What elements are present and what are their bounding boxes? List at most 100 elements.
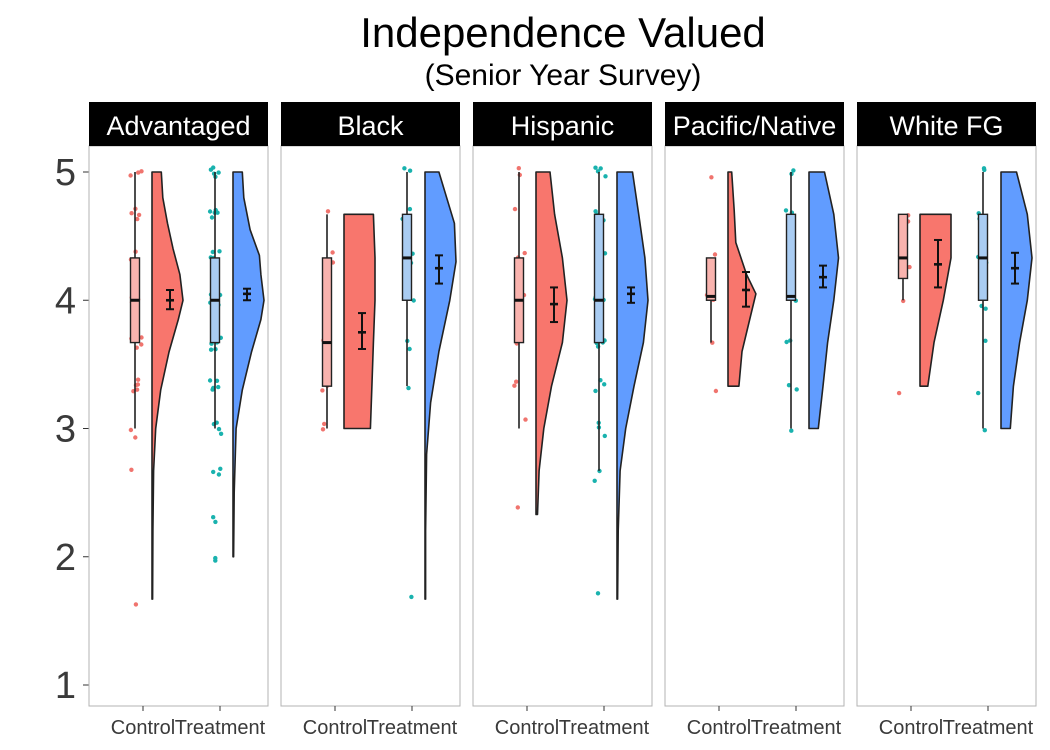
data-point bbox=[791, 168, 796, 173]
data-point bbox=[896, 390, 902, 396]
data-point bbox=[135, 216, 140, 222]
y-tick-label: 2 bbox=[55, 537, 76, 579]
data-point bbox=[407, 206, 413, 212]
facet-panel: White FG Control Treatment bbox=[856, 102, 1037, 739]
data-point bbox=[982, 167, 987, 173]
group-treatment bbox=[592, 165, 649, 600]
x-tick-label: Treatment bbox=[559, 717, 650, 739]
data-point bbox=[213, 555, 218, 561]
data-point bbox=[983, 306, 988, 311]
box-iqr bbox=[897, 213, 909, 280]
data-point bbox=[135, 377, 141, 382]
data-point bbox=[128, 173, 133, 178]
y-tick-label: 4 bbox=[55, 280, 76, 322]
y-tick-label: 3 bbox=[55, 409, 76, 451]
group-control bbox=[896, 213, 952, 396]
density-cloud bbox=[919, 213, 952, 387]
data-point bbox=[593, 165, 598, 170]
facet-strip-label: Advantaged bbox=[106, 111, 250, 141]
data-point bbox=[129, 467, 134, 472]
density-cloud bbox=[616, 171, 649, 600]
data-point bbox=[789, 428, 794, 433]
data-point bbox=[713, 388, 719, 394]
density-cloud bbox=[1000, 171, 1033, 430]
x-tick-label: Treatment bbox=[367, 717, 458, 739]
group-control bbox=[128, 169, 184, 607]
density-cloud bbox=[808, 171, 840, 430]
data-point bbox=[407, 346, 412, 352]
data-point bbox=[322, 421, 327, 427]
facet-strip bbox=[89, 102, 268, 146]
data-point bbox=[514, 379, 519, 384]
x-tick-label: Treatment bbox=[943, 717, 1034, 739]
data-point bbox=[592, 478, 597, 483]
group-treatment bbox=[783, 168, 840, 433]
data-point bbox=[515, 505, 520, 510]
data-point bbox=[330, 250, 335, 255]
facet-strip bbox=[281, 102, 460, 146]
x-tick-label: Treatment bbox=[751, 717, 842, 739]
data-point bbox=[901, 298, 906, 304]
x-tick-label: Control bbox=[495, 717, 559, 739]
data-point bbox=[598, 166, 603, 171]
group-control bbox=[512, 166, 568, 516]
data-point bbox=[129, 211, 134, 216]
density-cloud bbox=[232, 171, 265, 558]
data-point bbox=[784, 339, 789, 345]
data-point bbox=[976, 390, 981, 396]
data-point bbox=[320, 388, 325, 393]
data-point bbox=[139, 342, 144, 347]
data-point bbox=[983, 338, 988, 343]
data-point bbox=[139, 335, 144, 340]
y-tick-label: 1 bbox=[55, 665, 76, 707]
data-point bbox=[786, 383, 792, 388]
data-point bbox=[133, 602, 139, 607]
data-point bbox=[402, 166, 407, 171]
data-point bbox=[516, 166, 521, 171]
data-point bbox=[595, 591, 601, 596]
facet-panel: Pacific/Native Control Treatment bbox=[664, 102, 845, 739]
facet-strip bbox=[665, 102, 844, 146]
data-point bbox=[136, 212, 142, 218]
data-point bbox=[216, 170, 221, 175]
data-point bbox=[216, 426, 222, 432]
data-point bbox=[783, 208, 789, 213]
data-point bbox=[213, 519, 218, 525]
data-point bbox=[216, 472, 222, 477]
data-point bbox=[128, 427, 134, 433]
x-tick-label: Control bbox=[111, 717, 175, 739]
data-point bbox=[320, 427, 326, 432]
facet-strip-label: Black bbox=[337, 111, 404, 141]
y-tick-label: 5 bbox=[55, 152, 76, 194]
data-point bbox=[907, 264, 912, 270]
data-point bbox=[209, 215, 215, 220]
data-point bbox=[602, 382, 607, 387]
data-point bbox=[982, 428, 987, 433]
facet-strip-label: White FG bbox=[889, 111, 1003, 141]
density-cloud bbox=[151, 171, 184, 600]
y-axis: 1 2 3 4 5 bbox=[55, 152, 89, 707]
data-point bbox=[409, 594, 414, 600]
group-control bbox=[704, 171, 757, 394]
facet-panel: Black Control Treatment bbox=[280, 102, 461, 739]
data-point bbox=[134, 387, 140, 392]
box-iqr bbox=[593, 213, 605, 344]
data-point bbox=[512, 206, 518, 212]
data-point bbox=[216, 384, 221, 390]
facet-panel: Advantaged Control Treatment bbox=[88, 102, 269, 739]
data-point bbox=[214, 378, 220, 383]
facet-strip bbox=[857, 102, 1036, 146]
data-point bbox=[208, 347, 214, 352]
density-cloud bbox=[343, 213, 376, 430]
data-point bbox=[593, 209, 598, 214]
box-iqr bbox=[785, 213, 797, 301]
data-point bbox=[207, 378, 213, 383]
data-point bbox=[602, 433, 607, 439]
x-tick-label: Control bbox=[879, 717, 943, 739]
data-point bbox=[603, 174, 608, 179]
group-treatment bbox=[207, 165, 265, 563]
data-point bbox=[136, 170, 141, 175]
